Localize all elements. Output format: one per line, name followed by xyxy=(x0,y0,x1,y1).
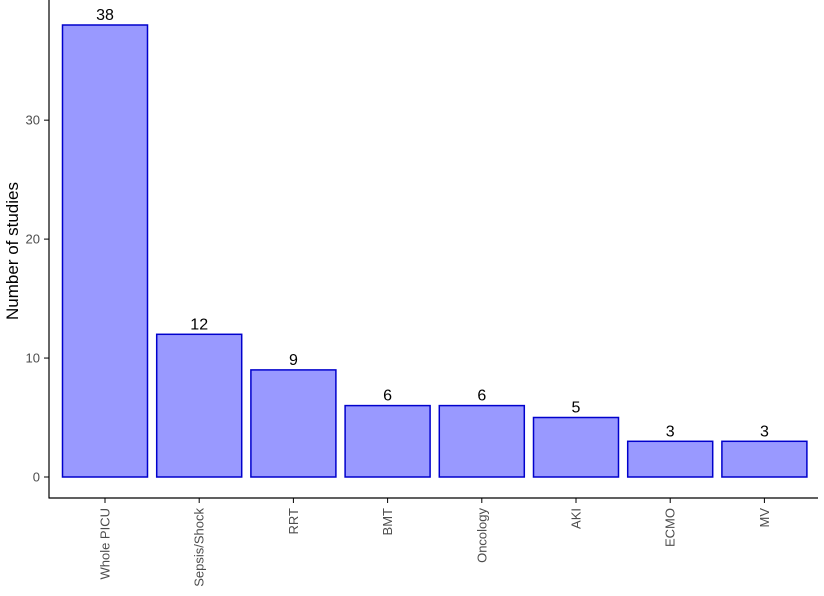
bars-layer xyxy=(61,24,808,478)
x-tick-label: MV xyxy=(757,508,772,528)
data-label: 3 xyxy=(760,423,769,440)
x-tick-label: AKI xyxy=(569,508,584,529)
data-labels-layer: 38 12 9 6 6 5 3 3 xyxy=(96,7,769,440)
data-label: 3 xyxy=(666,423,675,440)
x-tick-label: Oncology xyxy=(474,508,489,563)
x-ticks-layer: Whole PICU Sepsis/Shock RRT BMT Oncology AKI E… xyxy=(98,498,772,587)
y-axis-title: Number of studies xyxy=(3,182,22,320)
x-tick-label: Sepsis/Shock xyxy=(192,508,207,587)
y-ticks-layer: 0 10 20 30 xyxy=(26,113,49,485)
data-label: 12 xyxy=(190,316,208,333)
x-tick-label: BMT xyxy=(380,508,395,536)
y-tick-label: 20 xyxy=(26,232,40,247)
bar-bmt xyxy=(344,404,431,478)
bar-aki xyxy=(532,416,620,478)
data-label: 6 xyxy=(477,388,486,405)
x-tick-label: RRT xyxy=(286,508,301,535)
bar-mv xyxy=(721,440,808,478)
y-tick-label: 0 xyxy=(33,470,40,485)
bar-sepsis-shock xyxy=(155,333,243,478)
bar-ecmo xyxy=(626,440,714,478)
y-tick-label: 10 xyxy=(26,351,40,366)
bar-rrt xyxy=(250,369,337,478)
x-tick-label: Whole PICU xyxy=(98,508,113,580)
bar-whole-picu xyxy=(61,24,149,478)
data-label: 5 xyxy=(572,400,581,417)
data-label: 6 xyxy=(383,388,392,405)
data-label: 9 xyxy=(289,352,298,369)
x-tick-label: ECMO xyxy=(663,508,678,547)
y-tick-label: 30 xyxy=(26,113,40,128)
bar-oncology xyxy=(438,404,526,478)
data-label: 38 xyxy=(96,7,114,24)
